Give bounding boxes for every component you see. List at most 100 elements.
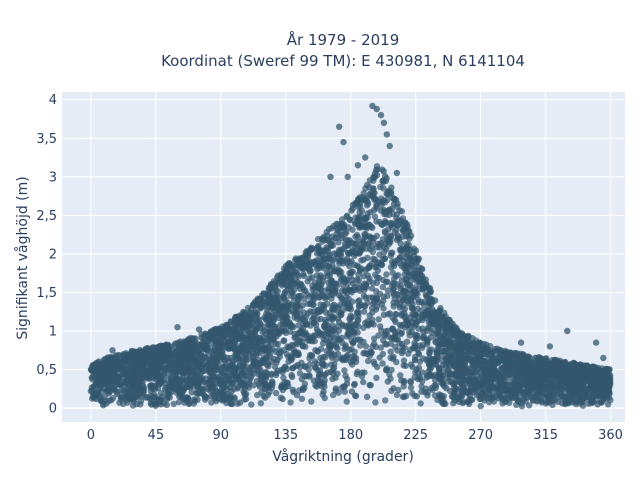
scatter-point — [329, 242, 337, 249]
scatter-point — [388, 282, 396, 290]
scatter-point — [300, 286, 308, 294]
scatter-point — [388, 387, 395, 395]
scatter-point — [532, 369, 539, 377]
scatter-point — [247, 337, 255, 345]
scatter-point — [364, 321, 371, 329]
scatter-point — [323, 318, 330, 326]
scatter-point — [439, 358, 447, 365]
scatter-point — [428, 364, 435, 371]
scatter-point — [246, 378, 253, 385]
scatter-point — [281, 288, 289, 295]
scatter-point — [373, 232, 380, 240]
scatter-point — [378, 261, 385, 268]
scatter-point — [331, 250, 338, 257]
scatter-point — [347, 358, 355, 366]
scatter-point — [218, 372, 226, 380]
scatter-point — [588, 393, 596, 400]
scatter-point — [589, 364, 597, 371]
scatter-point — [363, 245, 370, 252]
scatter-point — [607, 372, 614, 379]
scatter-point — [338, 276, 345, 283]
scatter-point — [405, 272, 413, 279]
scatter-point — [382, 397, 389, 404]
scatter-point — [199, 385, 207, 392]
scatter-point — [399, 227, 407, 235]
scatter-point — [453, 327, 460, 334]
scatter-point — [339, 307, 346, 314]
scatter-point — [103, 400, 110, 407]
scatter-point — [298, 328, 305, 335]
scatter-point — [352, 286, 359, 294]
scatter-point — [433, 361, 440, 369]
scatter-point — [116, 381, 124, 388]
scatter-point — [318, 281, 325, 288]
scatter-point — [526, 402, 533, 409]
scatter-point — [335, 266, 342, 274]
scatter-point — [442, 363, 449, 370]
scatter-point — [257, 305, 264, 312]
scatter-point — [268, 371, 275, 378]
scatter-point — [601, 391, 608, 399]
scatter-point — [578, 382, 585, 390]
scatter-point — [341, 345, 348, 352]
scatter-point — [375, 316, 382, 323]
scatter-point — [397, 254, 404, 261]
scatter-point — [317, 286, 324, 293]
scatter-point — [344, 255, 351, 262]
scatter-point — [129, 363, 136, 370]
scatter-point — [302, 254, 309, 261]
scatter-point — [331, 325, 338, 332]
scatter-point — [330, 391, 337, 399]
scatter-point — [296, 370, 304, 377]
scatter-point — [95, 387, 102, 394]
scatter-point — [281, 383, 288, 390]
scatter-point — [363, 225, 370, 232]
scatter-point — [402, 288, 409, 295]
scatter-point — [384, 292, 391, 299]
scatter-point — [378, 166, 386, 173]
scatter-point — [351, 353, 358, 360]
scatter-point — [314, 235, 322, 243]
scatter-point — [390, 353, 397, 360]
scatter-point — [346, 286, 353, 294]
scatter-point — [336, 302, 343, 309]
scatter-point — [101, 393, 109, 400]
scatter-point — [281, 295, 288, 302]
scatter-point — [542, 385, 549, 392]
scatter-point — [411, 315, 418, 323]
scatter-point — [201, 396, 209, 403]
scatter-point — [565, 389, 572, 396]
scatter-point — [129, 380, 136, 387]
scatter-point — [524, 394, 532, 401]
scatter-point — [392, 310, 399, 318]
scatter-point — [252, 308, 259, 316]
scatter-point — [260, 290, 267, 297]
scatter-point — [606, 390, 613, 397]
scatter-point — [453, 366, 461, 373]
scatter-point — [321, 394, 328, 402]
scatter-point — [132, 393, 140, 400]
scatter-point — [380, 185, 387, 192]
scatter-point — [279, 395, 286, 403]
scatter-point — [249, 343, 256, 350]
scatter-point — [353, 370, 361, 378]
scatter-point — [579, 399, 586, 406]
scatter-point — [409, 344, 417, 352]
scatter-point — [355, 263, 362, 270]
scatter-point — [190, 400, 198, 407]
scatter-point — [370, 279, 377, 286]
scatter-point — [317, 354, 324, 362]
scatter-point — [349, 226, 356, 233]
scatter-point — [282, 329, 290, 337]
scatter-point — [309, 245, 316, 252]
scatter-point — [198, 331, 205, 338]
scatter-point — [513, 401, 520, 408]
scatter-point — [192, 345, 200, 353]
scatter-point — [318, 360, 326, 367]
scatter-point — [443, 323, 450, 330]
scatter-point — [378, 207, 385, 214]
scatter-point — [394, 222, 401, 229]
scatter-point — [401, 219, 408, 227]
scatter-point — [414, 296, 422, 303]
scatter-point — [164, 394, 171, 401]
